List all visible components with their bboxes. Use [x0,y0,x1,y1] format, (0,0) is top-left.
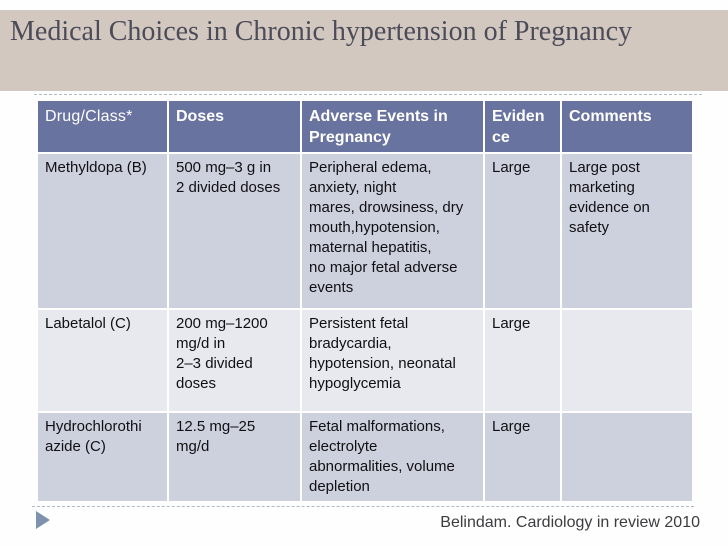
top-dashed-divider [34,94,702,95]
bullet-arrow-icon [36,511,50,529]
cell-drug: Methyldopa (B) [36,152,169,310]
cell-comments: Large post marketing evidence on safety [560,152,694,310]
col-header-comments: Comments [560,99,694,154]
title-band: Medical Choices in Chronic hypertension … [0,10,728,91]
col-header-evidence: Eviden ce [483,99,562,154]
table-row-hydrochlorothiazide: Hydrochlorothi azide (C) 12.5 mg–25 mg/d… [36,411,694,503]
cell-evidence: Large [483,308,562,413]
cell-doses: 12.5 mg–25 mg/d [167,411,302,503]
cell-doses: 200 mg–1200 mg/d in 2–3 divided doses [167,308,302,413]
bottom-dashed-divider [32,506,694,507]
table-row-labetalol: Labetalol (C) 200 mg–1200 mg/d in 2–3 di… [36,308,694,413]
slide-title: Medical Choices in Chronic hypertension … [10,16,633,47]
table-row-methyldopa: Methyldopa (B) 500 mg–3 g in 2 divided d… [36,152,694,310]
col-header-adverse-events: Adverse Events in Pregnancy [300,99,485,154]
col-header-doses: Doses [167,99,302,154]
table-header-row: Drug/Class* Doses Adverse Events in Preg… [36,99,694,154]
cell-adverse-events: Persistent fetal bradycardia, hypotensio… [300,308,485,413]
cell-doses: 500 mg–3 g in 2 divided doses [167,152,302,310]
citation-text: Belindam. Cardiology in review 2010 [440,514,700,531]
cell-evidence: Large [483,152,562,310]
cell-evidence: Large [483,411,562,503]
cell-drug: Hydrochlorothi azide (C) [36,411,169,503]
cell-comments [560,308,694,413]
cell-comments [560,411,694,503]
col-header-drug-class: Drug/Class* [36,99,169,154]
drug-table: Drug/Class* Doses Adverse Events in Preg… [36,99,694,503]
cell-drug: Labetalol (C) [36,308,169,413]
cell-adverse-events: Peripheral edema, anxiety, night mares, … [300,152,485,310]
cell-adverse-events: Fetal malformations, electrolyte abnorma… [300,411,485,503]
